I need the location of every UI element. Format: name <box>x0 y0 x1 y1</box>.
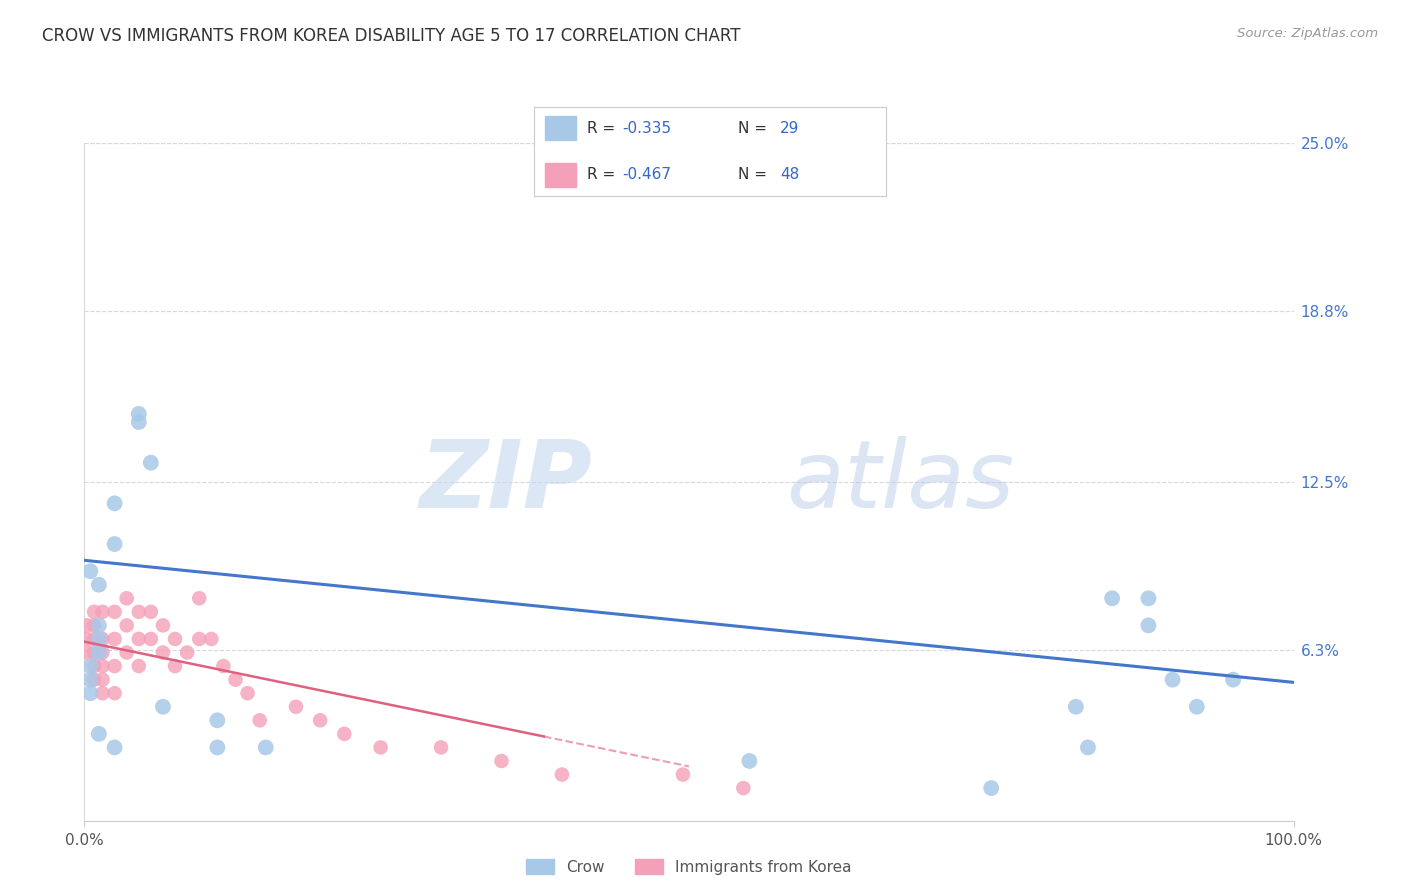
Point <box>152 699 174 714</box>
Point <box>1161 673 1184 687</box>
Point <box>83 605 105 619</box>
Point <box>672 767 695 781</box>
Text: R =: R = <box>588 121 620 136</box>
Point <box>87 578 110 592</box>
Text: N =: N = <box>738 121 772 136</box>
Point <box>236 686 259 700</box>
Text: 48: 48 <box>780 168 800 182</box>
Point <box>104 659 127 673</box>
Text: R =: R = <box>588 168 620 182</box>
Point <box>91 686 114 700</box>
Point <box>254 740 277 755</box>
Point <box>91 673 114 687</box>
Point <box>430 740 453 755</box>
Point <box>285 699 308 714</box>
Point <box>207 740 229 755</box>
Point <box>128 605 150 619</box>
Point <box>87 727 110 741</box>
Point <box>176 646 198 660</box>
Point <box>83 646 105 660</box>
Point <box>207 714 229 728</box>
Point <box>104 686 127 700</box>
Point <box>76 618 98 632</box>
Bar <box>544 163 576 187</box>
Point <box>139 456 162 470</box>
Point <box>104 605 127 619</box>
Point <box>1222 673 1244 687</box>
Point <box>165 659 187 673</box>
Point <box>152 618 174 632</box>
Point <box>79 564 101 578</box>
Point <box>87 618 110 632</box>
Point <box>188 632 211 646</box>
Point <box>79 673 101 687</box>
Point <box>87 646 110 660</box>
Point <box>91 632 114 646</box>
Point <box>139 632 162 646</box>
Point <box>76 632 98 646</box>
Point <box>83 618 105 632</box>
Point <box>83 632 105 646</box>
Point <box>1077 740 1099 755</box>
Point <box>738 754 761 768</box>
Point <box>200 632 222 646</box>
Point <box>370 740 392 755</box>
Text: -0.467: -0.467 <box>621 168 671 182</box>
Point <box>87 632 110 646</box>
Text: ZIP: ZIP <box>419 435 592 528</box>
Text: 29: 29 <box>780 121 800 136</box>
Point <box>139 605 162 619</box>
Point <box>91 605 114 619</box>
Point <box>128 407 150 421</box>
Point <box>1137 591 1160 606</box>
Point <box>104 496 127 510</box>
Point <box>1137 618 1160 632</box>
Point <box>165 632 187 646</box>
Point <box>83 659 105 673</box>
Point <box>551 767 574 781</box>
Point <box>249 714 271 728</box>
Point <box>1064 699 1087 714</box>
Point <box>188 591 211 606</box>
Text: -0.335: -0.335 <box>621 121 671 136</box>
Point <box>83 673 105 687</box>
Point <box>79 659 101 673</box>
Text: atlas: atlas <box>786 436 1014 527</box>
Point <box>128 632 150 646</box>
Point <box>91 646 114 660</box>
Point <box>76 646 98 660</box>
Point <box>104 632 127 646</box>
Point <box>104 740 127 755</box>
Point <box>333 727 356 741</box>
Point <box>212 659 235 673</box>
Point <box>1185 699 1208 714</box>
Point <box>91 659 114 673</box>
Legend: Crow, Immigrants from Korea: Crow, Immigrants from Korea <box>520 853 858 880</box>
Point <box>225 673 247 687</box>
Text: N =: N = <box>738 168 772 182</box>
Point <box>104 537 127 551</box>
Text: Source: ZipAtlas.com: Source: ZipAtlas.com <box>1237 27 1378 40</box>
Point <box>128 415 150 429</box>
Point <box>115 591 138 606</box>
Point <box>128 659 150 673</box>
Point <box>491 754 513 768</box>
Point <box>79 686 101 700</box>
Point <box>115 618 138 632</box>
Text: CROW VS IMMIGRANTS FROM KOREA DISABILITY AGE 5 TO 17 CORRELATION CHART: CROW VS IMMIGRANTS FROM KOREA DISABILITY… <box>42 27 741 45</box>
Point <box>1101 591 1123 606</box>
Point <box>733 781 755 796</box>
Bar <box>544 116 576 140</box>
Point <box>115 646 138 660</box>
Point <box>152 646 174 660</box>
Point <box>980 781 1002 796</box>
Point <box>309 714 332 728</box>
